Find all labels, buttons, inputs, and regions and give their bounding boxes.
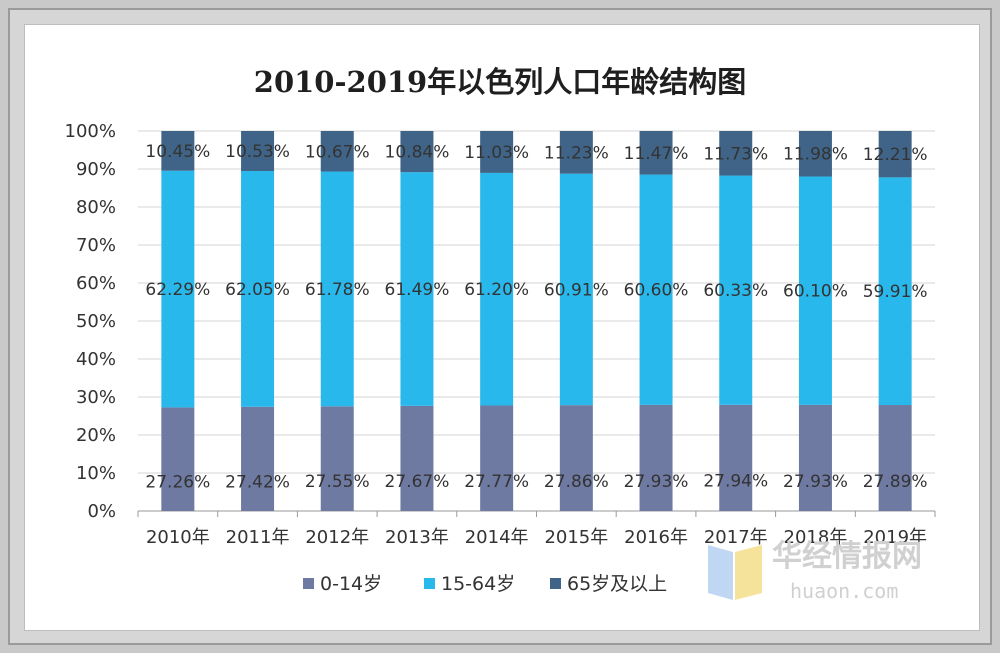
bar-segment bbox=[400, 172, 434, 406]
bar-segment bbox=[320, 171, 354, 407]
bar-segment bbox=[639, 131, 673, 175]
legend-label: 65岁及以上 bbox=[567, 573, 667, 595]
data-label: 10.45% bbox=[145, 142, 210, 162]
y-tick-label: 70% bbox=[76, 235, 116, 256]
data-label: 27.86% bbox=[544, 472, 609, 492]
bar-segment bbox=[719, 404, 753, 511]
legend-label: 15-64岁 bbox=[441, 573, 515, 595]
data-label: 10.84% bbox=[385, 143, 450, 163]
y-tick-label: 100% bbox=[65, 121, 116, 142]
bar-segment bbox=[480, 131, 514, 173]
bar-segment bbox=[241, 171, 275, 407]
chart-title: 2010-2019年以色列人口年龄结构图 bbox=[254, 65, 746, 99]
data-label: 11.73% bbox=[703, 144, 768, 164]
bar-segment bbox=[719, 175, 753, 405]
bar-segment bbox=[161, 170, 195, 408]
y-tick-label: 90% bbox=[76, 159, 116, 180]
bar-segment bbox=[719, 131, 753, 176]
data-label: 60.60% bbox=[624, 281, 689, 301]
data-label: 10.67% bbox=[305, 142, 370, 162]
y-tick-label: 0% bbox=[87, 501, 116, 522]
data-label: 27.94% bbox=[703, 472, 768, 492]
data-label: 27.93% bbox=[783, 472, 848, 492]
data-label: 60.10% bbox=[783, 282, 848, 302]
bar-segment bbox=[878, 130, 912, 178]
bar-segment bbox=[878, 177, 912, 406]
data-label: 60.33% bbox=[703, 281, 768, 301]
x-tick-label: 2012年 bbox=[305, 527, 369, 548]
data-label: 61.49% bbox=[385, 280, 450, 300]
data-label: 27.42% bbox=[225, 472, 290, 492]
bar-segment bbox=[559, 405, 593, 511]
bar-segment bbox=[559, 131, 593, 174]
bar-segment bbox=[320, 131, 354, 172]
data-label: 27.89% bbox=[863, 472, 928, 492]
data-label: 60.91% bbox=[544, 280, 609, 300]
bar-segment bbox=[480, 172, 514, 406]
bar-segment bbox=[798, 130, 832, 177]
bar-segment bbox=[798, 404, 832, 511]
x-tick-label: 2014年 bbox=[465, 527, 529, 548]
data-label: 12.21% bbox=[863, 145, 928, 165]
y-tick-label: 50% bbox=[76, 311, 116, 332]
y-tick-label: 80% bbox=[76, 197, 116, 218]
bar-segment bbox=[798, 176, 832, 405]
y-axis-ticks: 0% 10% 20% 30% 40% 50% 60% 70% 80% 90% 100% bbox=[65, 121, 116, 522]
x-tick-label: 2017年 bbox=[704, 527, 768, 548]
bar-segment bbox=[320, 406, 354, 511]
data-label: 10.53% bbox=[225, 142, 290, 162]
bar-segment bbox=[400, 131, 434, 173]
data-label: 11.23% bbox=[544, 143, 609, 163]
bar-segment bbox=[241, 406, 275, 511]
bar-segment bbox=[559, 173, 593, 406]
data-labels: 27.26% 62.29% 10.45% 27.42% 62.05% 10.53% 27.5… bbox=[145, 142, 927, 493]
bar-segment bbox=[639, 404, 673, 511]
bars bbox=[161, 130, 912, 511]
data-label: 27.55% bbox=[305, 472, 370, 492]
data-label: 62.29% bbox=[145, 280, 210, 300]
x-axis-ticks: 2010年 2011年 2012年 2013年 2014年 2015年 2016年 2017年… bbox=[146, 527, 927, 548]
bar-segment bbox=[400, 405, 434, 511]
x-tick-label: 2018年 bbox=[784, 527, 848, 548]
y-tick-label: 40% bbox=[76, 349, 116, 370]
bar-segment bbox=[480, 405, 514, 511]
bar-segment bbox=[878, 405, 912, 511]
y-tick-label: 10% bbox=[76, 463, 116, 484]
data-label: 11.03% bbox=[464, 143, 529, 163]
bar-segment bbox=[161, 131, 195, 171]
data-label: 27.26% bbox=[145, 472, 210, 492]
watermark-en: huaon.com bbox=[790, 579, 898, 603]
bar-segment bbox=[241, 131, 275, 172]
legend-swatch bbox=[303, 578, 314, 589]
legend: 0-14岁 15-64岁 65岁及以上 bbox=[303, 573, 667, 595]
data-label: 62.05% bbox=[225, 280, 290, 300]
watermark-cn: 华经情报网 bbox=[772, 539, 922, 574]
data-label: 27.67% bbox=[385, 472, 450, 492]
x-tick-label: 2016年 bbox=[624, 527, 688, 548]
data-label: 61.78% bbox=[305, 280, 370, 300]
x-tick-label: 2013年 bbox=[385, 527, 449, 548]
watermark: 华经情报网 huaon.com bbox=[708, 539, 922, 603]
data-label: 61.20% bbox=[464, 280, 529, 300]
watermark-logo-icon bbox=[708, 545, 762, 600]
data-label: 59.91% bbox=[863, 282, 928, 302]
data-label: 11.47% bbox=[624, 144, 689, 164]
data-label: 27.77% bbox=[464, 472, 529, 492]
bar-segment bbox=[161, 407, 195, 511]
legend-label: 0-14岁 bbox=[320, 573, 382, 595]
data-label: 11.98% bbox=[783, 145, 848, 165]
legend-swatch bbox=[550, 578, 561, 589]
legend-swatch bbox=[424, 578, 435, 589]
y-tick-label: 30% bbox=[76, 387, 116, 408]
x-tick-label: 2011年 bbox=[226, 527, 290, 548]
y-tick-label: 60% bbox=[76, 273, 116, 294]
y-tick-label: 20% bbox=[76, 425, 116, 446]
data-label: 27.93% bbox=[624, 472, 689, 492]
x-tick-label: 2010年 bbox=[146, 527, 210, 548]
x-tick-label: 2019年 bbox=[863, 527, 927, 548]
bar-segment bbox=[639, 174, 673, 405]
x-tick-label: 2015年 bbox=[544, 527, 608, 548]
